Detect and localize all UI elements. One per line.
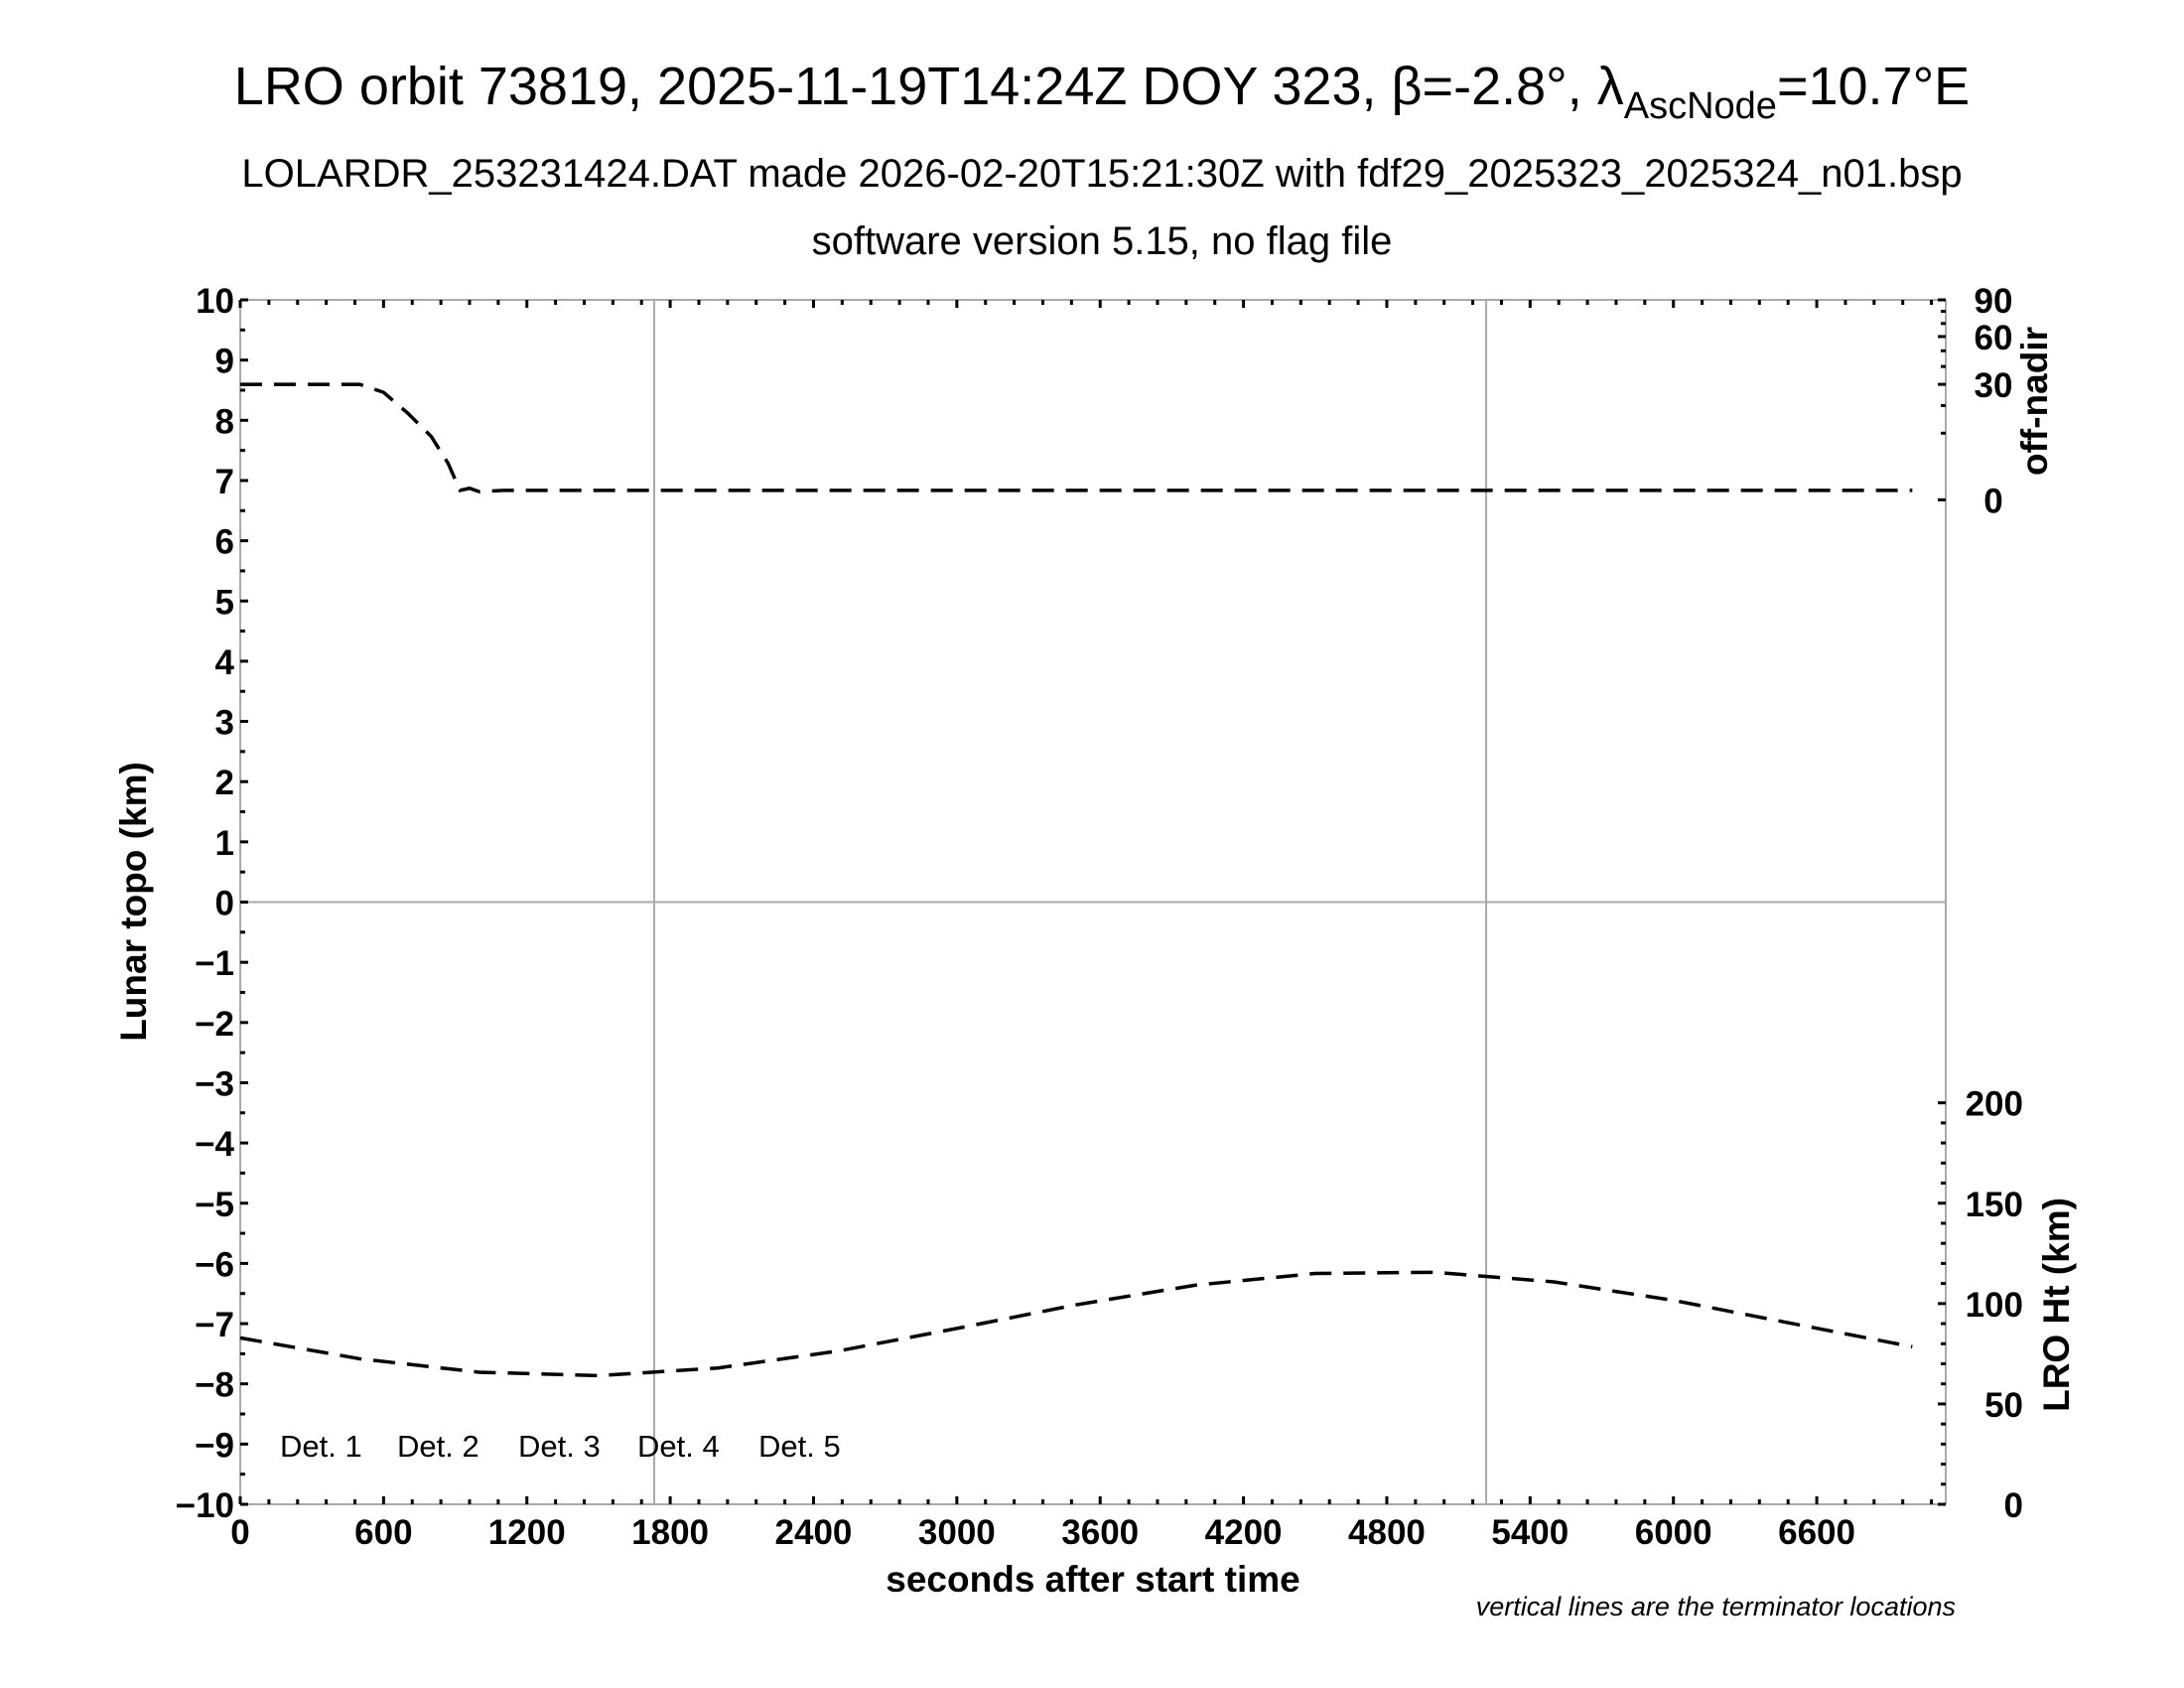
x-tick-label: 2400 [775,1513,853,1552]
x-tick-label: 3600 [1061,1513,1139,1552]
height-tick-label: 0 [2004,1486,2023,1525]
y-tick-label: −1 [195,944,234,983]
y-tick-label: −5 [195,1186,234,1224]
x-tick-label: 5400 [1491,1513,1569,1552]
x-tick-label: 1800 [631,1513,709,1552]
y-tick-label: 10 [196,282,234,321]
y-tick-label: 2 [215,764,234,802]
y-tick-label: 8 [215,402,234,441]
legend-entry: Det. 5 [758,1429,841,1464]
x-tick-label: 4200 [1205,1513,1283,1552]
y-tick-label: 6 [215,523,234,562]
off-nadir-tick-label: 90 [1975,282,2013,321]
y-tick-label: −7 [195,1306,234,1344]
legend: Det. 1 Det. 2 Det. 3 Det. 4 Det. 5 [280,1429,841,1464]
y-tick-label: −8 [195,1366,234,1405]
legend-entry: Det. 4 [637,1429,720,1464]
x-tick-label: 0 [230,1513,249,1552]
y-tick-label: −3 [195,1064,234,1103]
legend-entry: Det. 1 [280,1429,362,1464]
x-tick-label: 3000 [918,1513,996,1552]
height-tick-label: 100 [1966,1286,2023,1325]
off-nadir-tick-label: 0 [1983,482,2002,520]
x-tick-label: 4800 [1348,1513,1426,1552]
y-tick-label: −6 [195,1245,234,1284]
footnote: vertical lines are the terminator locati… [1476,1592,1956,1621]
y-tick-label: 3 [215,704,234,743]
x-tick-label: 600 [354,1513,412,1552]
y-axis-label: Lunar topo (km) [113,762,154,1042]
y-tick-label: 4 [215,643,235,682]
chart-title: LRO orbit 73819, 2025-11-19T14:24Z DOY 3… [234,57,1970,127]
legend-entry: Det. 2 [397,1429,479,1464]
y-tick-label: 5 [215,583,234,622]
legend-entry: Det. 3 [518,1429,601,1464]
x-tick-label: 6000 [1635,1513,1712,1552]
off-nadir-axis-label: off-nadir [2014,327,2055,476]
height-tick-label: 200 [1966,1085,2023,1124]
lro-height-axis-label: LRO Ht (km) [2036,1197,2077,1412]
height-tick-label: 150 [1966,1186,2023,1224]
lro-height-line [239,1270,1913,1378]
x-axis-label: seconds after start time [886,1559,1299,1600]
y-tick-label: −9 [195,1426,234,1465]
chart-subtitle-2: software version 5.15, no flag file [812,219,1393,263]
off-nadir-tick-label: 60 [1975,319,2013,357]
height-tick-label: 50 [1984,1386,2023,1425]
chart-subtitle-1: LOLARDR_253231424.DAT made 2026-02-20T15… [241,152,1962,196]
off-nadir-line [240,382,1913,493]
y-tick-label: −10 [176,1486,234,1525]
off-nadir-tick-label: 30 [1975,366,2013,405]
x-tick-label: 6600 [1778,1513,1855,1552]
y-tick-label: 7 [215,463,234,501]
x-tick-label: 1200 [488,1513,566,1552]
y-tick-label: 9 [215,343,234,381]
y-tick-label: −4 [195,1125,234,1164]
y-tick-label: −2 [195,1005,234,1044]
y-tick-label: 0 [215,885,234,923]
y-tick-label: 1 [215,824,234,863]
